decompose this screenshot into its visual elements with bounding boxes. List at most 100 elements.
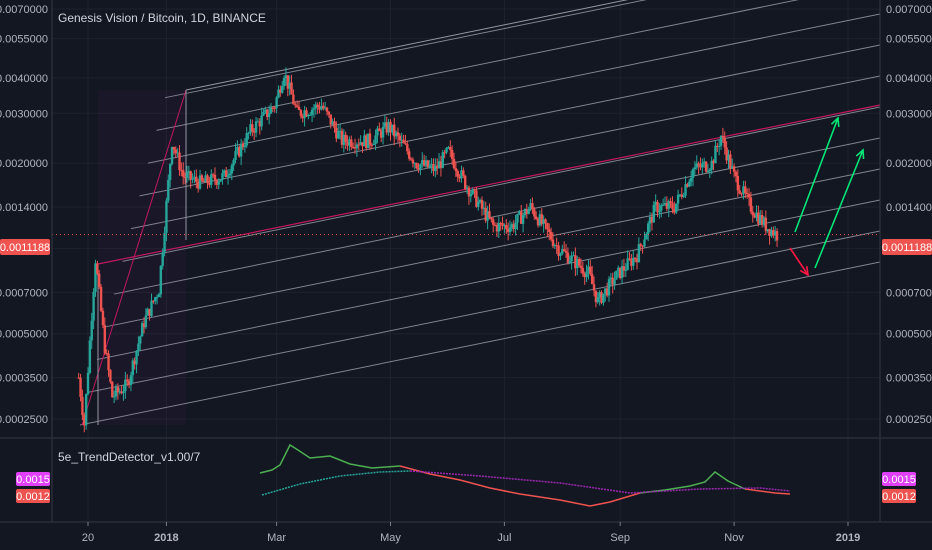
candle-body: [678, 194, 682, 196]
candle-body: [732, 166, 736, 172]
candle-body: [239, 143, 243, 157]
candle-body: [764, 217, 768, 232]
candle-body: [484, 207, 487, 221]
candle-body: [454, 168, 458, 172]
candle-body: [460, 170, 463, 179]
price-tick-label: 0.0003500: [886, 373, 932, 385]
indicator-lower-value-right: 0.0012: [882, 491, 916, 503]
pitchfork-channel-drawing[interactable]: [79, 0, 881, 426]
projection-arrow-down-head[interactable]: [799, 265, 810, 277]
channel-line[interactable]: [164, 0, 880, 99]
candle-body: [691, 169, 695, 178]
candle-body: [452, 158, 456, 169]
candle-body: [684, 184, 687, 196]
candle-body: [706, 171, 710, 173]
time-axis[interactable]: 20 2018 Mar May Jul Sep Nov 2019: [82, 522, 860, 544]
candle-body: [144, 315, 148, 328]
candle-body: [273, 107, 276, 109]
candle-body: [701, 163, 704, 168]
candle-body: [402, 139, 405, 144]
channel-upper-line[interactable]: [185, 0, 880, 91]
candle-body: [598, 292, 601, 298]
candle-body: [372, 143, 375, 146]
candle-body: [521, 215, 525, 224]
candle-body: [140, 323, 144, 337]
candle-body: [355, 144, 359, 149]
channel-line[interactable]: [139, 44, 881, 197]
candle-body: [520, 211, 523, 224]
pitchfork-handle-line[interactable]: [81, 89, 187, 426]
candle-body: [579, 265, 583, 268]
candle-body: [126, 379, 129, 382]
channel-line[interactable]: [88, 230, 881, 393]
projection-arrow-up-1[interactable]: [794, 117, 839, 233]
current-price-badge-right: 0.0011188: [882, 239, 932, 255]
candle-body: [266, 109, 269, 118]
candle-body: [596, 297, 599, 303]
price-tick-label: 0.0040000: [886, 73, 932, 85]
candle-body: [129, 375, 133, 386]
candle-body: [546, 223, 549, 230]
channel-line[interactable]: [113, 137, 881, 295]
indicator-lower-badge-bg: [16, 489, 50, 503]
candle-body: [516, 214, 519, 223]
price-tick-label: 0.0007000: [0, 287, 48, 299]
candle-body: [463, 175, 467, 189]
candle-body: [292, 94, 295, 105]
symbol-title[interactable]: Genesis Vision / Bitcoin, 1D, BINANCE: [58, 11, 266, 25]
candle-body: [529, 203, 532, 210]
candle-body: [568, 261, 571, 264]
candle-body: [256, 121, 260, 123]
candle-body: [165, 200, 168, 233]
candle-body: [415, 163, 418, 169]
candle-body: [434, 165, 437, 171]
candle-body: [508, 227, 512, 233]
candle-body: [721, 135, 725, 138]
price-tick-label: 0.0007000: [886, 287, 932, 299]
pitchfork-median-line[interactable]: [97, 104, 881, 265]
candle-body: [661, 204, 665, 206]
indicator-signal-a-line: [261, 470, 411, 496]
candle-body: [407, 151, 411, 159]
candle-body: [449, 147, 452, 150]
projection-arrow-up-2-head[interactable]: [855, 148, 865, 160]
candle-body: [245, 133, 248, 146]
channel-line[interactable]: [122, 106, 881, 262]
candle-body: [549, 232, 553, 240]
channel-line[interactable]: [96, 199, 881, 361]
candle-body: [210, 174, 213, 185]
candle-body: [766, 229, 769, 232]
indicator-bear-line-2: [744, 488, 791, 495]
candle-body: [428, 165, 431, 168]
candle-body: [503, 225, 506, 227]
candle-body: [421, 160, 424, 165]
candle-body: [759, 214, 762, 224]
candle-body: [111, 381, 114, 398]
candle-body: [456, 171, 459, 177]
candle-body: [581, 267, 585, 274]
candle-body: [478, 199, 482, 202]
indicator-title[interactable]: 5e_TrendDetector_v1.00/7: [58, 450, 201, 464]
projection-arrow-up-1-head[interactable]: [830, 116, 840, 128]
candle-body: [432, 164, 435, 171]
candle-body: [163, 232, 166, 253]
indicator-upper-value-right: 0.0015: [882, 474, 916, 486]
projection-arrows-drawing[interactable]: [789, 116, 865, 277]
candle-body: [200, 175, 204, 181]
candle-body: [79, 377, 82, 397]
right-price-axis[interactable]: 0.0070000 0.0055000 0.0040000 0.0030000 0.00…: [886, 4, 932, 426]
candle-body: [307, 114, 310, 117]
candle-body: [757, 212, 760, 224]
projection-arrow-up-2[interactable]: [814, 149, 864, 269]
channel-line[interactable]: [147, 13, 881, 164]
candle-body: [531, 203, 534, 210]
candle-body: [228, 173, 232, 176]
channel-line[interactable]: [130, 75, 881, 230]
candle-body: [574, 255, 577, 269]
channel-line[interactable]: [79, 261, 881, 426]
projection-arrow-down[interactable]: [789, 247, 809, 276]
price-tick-label: 0.0005000: [886, 329, 932, 341]
candle-body: [731, 166, 734, 169]
candle-body: [394, 132, 398, 137]
